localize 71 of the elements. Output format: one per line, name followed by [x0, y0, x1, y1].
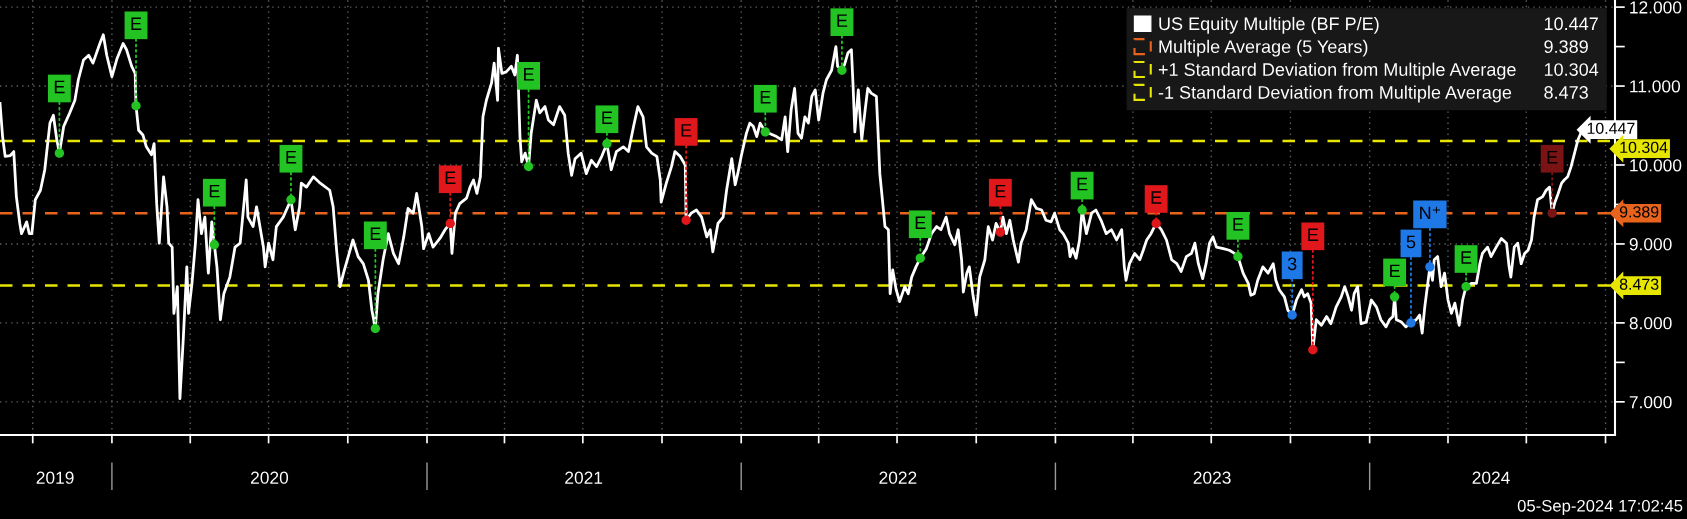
- annotation: E: [681, 124, 692, 137]
- annotation: E: [837, 14, 848, 27]
- y-tick-label: 9.000: [1629, 238, 1672, 251]
- point: [209, 240, 220, 250]
- annotation: E: [1547, 150, 1558, 164]
- point: [1547, 208, 1557, 218]
- legend-label: Multiple Average (5 Years): [1159, 39, 1368, 57]
- data-label: 9.389: [1619, 206, 1659, 218]
- data-label: 10.304: [1620, 141, 1668, 153]
- annotation: E: [286, 150, 297, 164]
- annotation: E: [524, 68, 534, 81]
- point: [837, 65, 847, 75]
- data-label: 10.447: [1587, 122, 1635, 134]
- point: [1287, 310, 1297, 320]
- annotation: E: [370, 227, 381, 240]
- annotation: E: [1390, 264, 1400, 278]
- point: [1233, 251, 1243, 262]
- point: [995, 227, 1005, 237]
- annotation: E: [1308, 228, 1319, 241]
- legend-label: +1 Standard Deviation from Multiple Average: [1158, 62, 1516, 80]
- y-tick-label: 12.000: [1630, 1, 1682, 14]
- point: [523, 161, 534, 172]
- x-tick-label: 2022: [879, 471, 917, 484]
- point: [602, 139, 612, 149]
- x-tick-label: 2020: [251, 471, 289, 484]
- point: [760, 127, 770, 137]
- point: [1406, 318, 1416, 328]
- point: [915, 253, 925, 263]
- annotation: E: [760, 90, 771, 104]
- y-tick-label: 10.000: [1630, 159, 1682, 172]
- point: [681, 215, 691, 225]
- point: [1077, 205, 1087, 215]
- point: [1425, 262, 1435, 272]
- legend-label: -1 Standard Deviation from Multiple Average: [1158, 85, 1512, 103]
- point: [1308, 345, 1318, 355]
- text: 8.473: [1544, 86, 1588, 99]
- y-tick-label: 7.000: [1629, 396, 1672, 409]
- point: [1151, 218, 1161, 229]
- annotation: E: [445, 171, 456, 184]
- x-tick-label: 2023: [1193, 471, 1231, 484]
- y-tick-label: 8.000: [1629, 317, 1672, 330]
- x-tick-label: 2021: [565, 471, 603, 484]
- text: 10.304: [1544, 63, 1599, 76]
- annotation: N⁺: [1420, 206, 1440, 220]
- annotation: E: [209, 184, 220, 198]
- text: 9.389: [1544, 40, 1588, 54]
- point: [131, 101, 141, 111]
- point: [54, 148, 65, 158]
- annotation: 3: [1287, 257, 1297, 271]
- annotation: E: [602, 111, 613, 124]
- point: [1461, 281, 1471, 292]
- annotation: E: [131, 17, 142, 30]
- annotation: E: [1151, 191, 1162, 204]
- legend-label: US Equity Multiple (BF P/E): [1159, 16, 1379, 34]
- annotation: 5: [1406, 235, 1416, 249]
- data-label: 8.473: [1619, 278, 1659, 290]
- point: [1389, 292, 1400, 302]
- annotation: E: [1077, 177, 1088, 191]
- annotation: E: [1233, 218, 1244, 231]
- annotation: E: [54, 80, 65, 94]
- point: [445, 218, 455, 229]
- x-tick-label: 2019: [36, 471, 74, 484]
- point: [370, 323, 380, 334]
- x-tick-label: 2024: [1472, 471, 1510, 484]
- text: 05-Sep-2024 17:02:45: [1517, 499, 1683, 515]
- text: 10.447: [1544, 17, 1598, 31]
- point: [286, 195, 296, 205]
- annotation: E: [915, 216, 926, 229]
- annotation: E: [995, 184, 1006, 198]
- y-tick-label: 11.000: [1630, 80, 1681, 93]
- annotation: E: [1461, 251, 1472, 264]
